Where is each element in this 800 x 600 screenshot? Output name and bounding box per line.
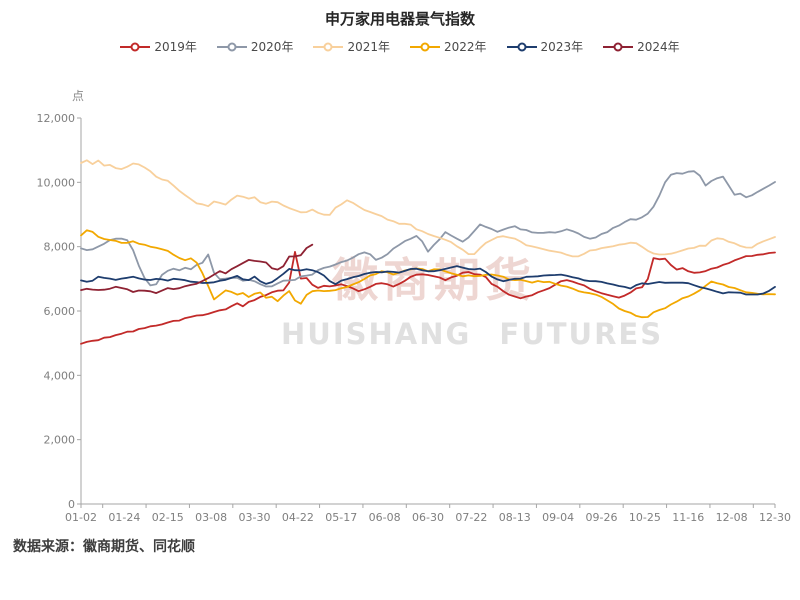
series-line-2024年[interactable] <box>80 243 314 295</box>
x-tick-label: 09-26 <box>586 511 618 524</box>
legend-item-2024年[interactable]: 2024年 <box>603 38 680 55</box>
x-tick-label: 09-04 <box>542 511 574 524</box>
x-tick-label: 02-15 <box>152 511 184 524</box>
legend-label: 2023年 <box>540 40 584 54</box>
legend-label: 2024年 <box>637 40 680 54</box>
x-tick-label: 12-30 <box>759 511 791 524</box>
legend-item-2020年[interactable]: 2020年 <box>216 38 294 55</box>
chart-title: 申万家用电器景气指数 <box>324 10 475 28</box>
x-tick-label: 01-24 <box>108 511 140 524</box>
y-tick-label: 2,000 <box>44 434 76 447</box>
legend-marker-icon <box>603 42 634 51</box>
legend-label: 2021年 <box>347 40 390 54</box>
x-tick-label: 05-17 <box>325 511 357 524</box>
y-tick-label: 4,000 <box>44 369 76 382</box>
legend-label: 2020年 <box>250 40 294 54</box>
x-tick-label: 06-08 <box>369 511 401 524</box>
x-tick-label: 08-13 <box>499 511 531 524</box>
x-tick-label: 04-22 <box>282 511 314 524</box>
legend-marker-icon <box>216 42 247 51</box>
y-tick-label: 0 <box>68 498 75 511</box>
legend-marker-icon <box>120 42 151 51</box>
series-line-2023年[interactable] <box>80 265 776 296</box>
legend-item-2022年[interactable]: 2022年 <box>410 38 487 55</box>
x-tick-label: 10-25 <box>629 511 661 524</box>
legend: 2019年 2020年 2021年 2022年 2023年 2024年 <box>0 38 800 55</box>
watermark-en: HUISHANG FUTURES <box>281 317 664 351</box>
x-tick-label: 12-08 <box>716 511 748 524</box>
legend-item-2021年[interactable]: 2021年 <box>313 38 390 55</box>
legend-label: 2019年 <box>154 40 197 54</box>
series-line-2022年[interactable] <box>80 229 776 319</box>
series-line-2021年[interactable] <box>80 159 776 258</box>
x-tick-label: 03-08 <box>195 511 227 524</box>
legend-item-2023年[interactable]: 2023年 <box>506 38 584 55</box>
x-tick-label: 01-02 <box>65 511 97 524</box>
x-tick-label: 07-22 <box>455 511 487 524</box>
x-tick-label: 11-16 <box>672 511 704 524</box>
x-tick-label: 06-30 <box>412 511 444 524</box>
legend-marker-icon <box>506 42 537 51</box>
y-tick-label: 8,000 <box>44 241 76 254</box>
legend-label: 2022年 <box>444 40 487 54</box>
data-source: 数据来源：徽商期货、同花顺 <box>13 539 195 555</box>
legend-marker-icon <box>410 42 440 51</box>
x-tick-label: 03-30 <box>239 511 271 524</box>
series-line-2020年[interactable] <box>80 170 776 288</box>
y-tick-label: 12,000 <box>37 112 76 125</box>
y-axis-unit-label: 点 <box>71 89 84 103</box>
y-tick-label: 6,000 <box>44 305 76 318</box>
series-line-2019年[interactable] <box>80 250 776 345</box>
legend-marker-icon <box>313 42 344 51</box>
y-tick-label: 10,000 <box>37 176 76 189</box>
legend-item-2019年[interactable]: 2019年 <box>120 38 197 55</box>
